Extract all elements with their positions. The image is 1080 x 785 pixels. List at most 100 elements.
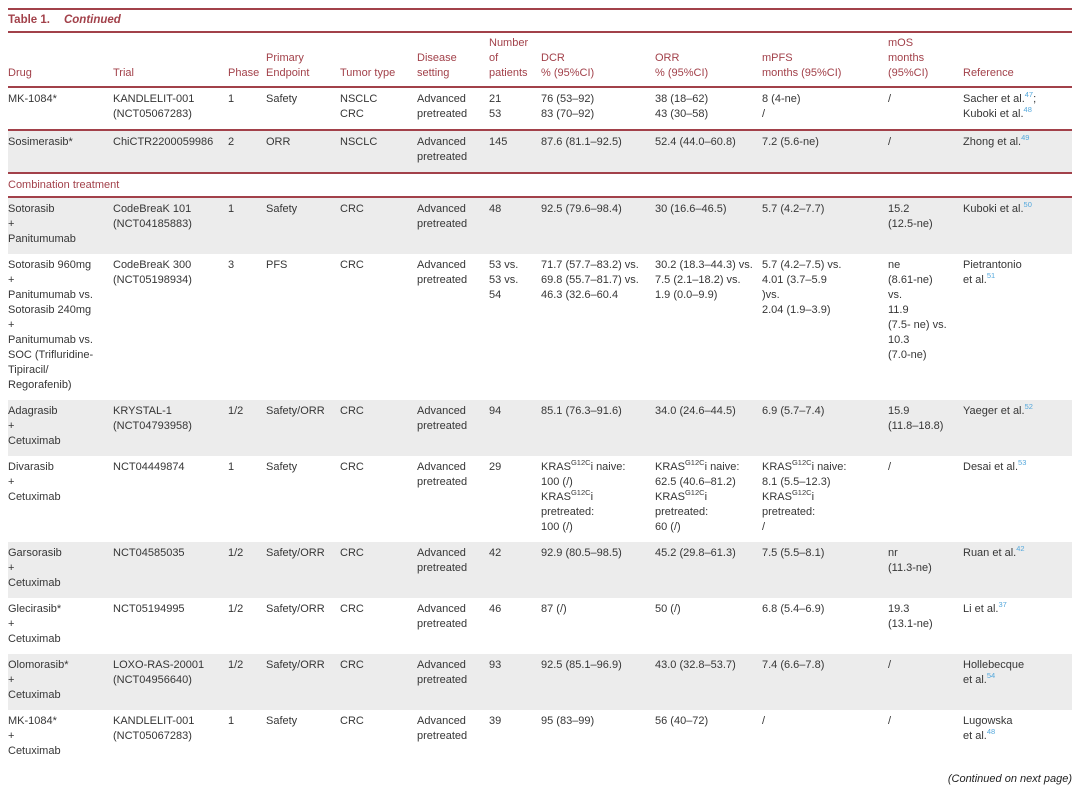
table-row: Adagrasib + Cetuximab KRYSTAL-1 (NCT04793958… <box>8 400 1072 456</box>
cell-ref: Zhong et al.49 <box>963 130 1072 174</box>
cell-mos: 15.9 (11.8–18.8) <box>888 405 944 432</box>
column-header-orr: ORR% (95%CI) <box>655 33 762 88</box>
cell-mpfs: 7.4 (6.6–7.8) <box>762 659 825 671</box>
cell-trial: KANDLELIT-001 (NCT05067283) <box>113 715 195 742</box>
cell-ref: Kuboki et al.50 <box>963 199 1032 215</box>
cell-trial: LOXO-RAS-20001 (NCT04956640) <box>113 659 205 686</box>
column-header-mpfs: mPFS months (95%CI) <box>762 33 888 88</box>
table-row: Olomorasib* + Cetuximab LOXO-RAS-20001 (NCT0… <box>8 654 1072 710</box>
cell-mos: 15.2 (12.5-ne) <box>888 203 933 230</box>
cell-endpoint: PFS <box>266 259 288 271</box>
table-row: Garsorasib + Cetuximab NCT04585035 1/2 Safety… <box>8 542 1072 598</box>
cell-tumor: CRC <box>340 715 364 727</box>
cell-endpoint: Safety/ORR <box>266 547 325 559</box>
cell-phase: 1 <box>228 461 235 473</box>
cell-orr: 43.0 (32.8–53.7) <box>655 659 736 671</box>
cell-drug: MK-1084* + Cetuximab <box>8 715 61 757</box>
cell-patients: 42 <box>489 547 502 559</box>
cell-patients: 46 <box>489 603 502 615</box>
cell-phase: 1 <box>228 715 235 727</box>
cell-mpfs: 8 (4-ne) / <box>762 87 888 131</box>
cell-trial: KANDLELIT-001 (NCT05067283) <box>113 87 228 131</box>
table-row: Sosimerasib* ChiCTR2200059986 2 ORR NSCLC Adv… <box>8 130 1072 174</box>
cell-dcr: 87.6 (81.1–92.5) <box>541 130 655 174</box>
cell-endpoint: Safety <box>266 87 340 131</box>
cell-drug: Garsorasib + Cetuximab <box>8 547 62 589</box>
cell-mos: / <box>888 715 892 727</box>
cell-disease: Advanced pretreated <box>417 405 468 432</box>
cell-disease: Advanced pretreated <box>417 461 468 488</box>
column-header-patients: Number of patients <box>489 33 541 88</box>
cell-tumor: CRC <box>340 203 364 215</box>
cell-ref: Hollebecque et al.54 <box>963 659 1025 686</box>
column-header-mos: mOS months (95%CI) <box>888 33 963 88</box>
cell-dcr: 95 (83–99) <box>541 715 595 727</box>
cell-dcr: KRASG12Ci naive: 100 (/) KRASG12Ci pretreat… <box>541 457 626 533</box>
cell-dcr: 71.7 (57.7–83.2) vs. 69.8 (55.7–81.7) vs.… <box>541 259 639 301</box>
cell-phase: 1 <box>228 203 235 215</box>
cell-disease: Advanced pretreated <box>417 603 468 630</box>
cell-patients: 39 <box>489 715 502 727</box>
cell-dcr: 92.9 (80.5–98.5) <box>541 547 622 559</box>
cell-orr: 38 (18–62) 43 (30–58) <box>655 87 762 131</box>
section-header-label: Combination treatment <box>8 173 1072 198</box>
cell-mpfs: 7.2 (5.6-ne) <box>762 130 888 174</box>
cell-phase: 1/2 <box>228 405 244 417</box>
table-row: Glecirasib* + Cetuximab NCT05194995 1/2 Safet… <box>8 598 1072 654</box>
cell-disease: Advanced pretreated <box>417 715 468 742</box>
cell-drug: Sotorasib 960mg + Panitumumab vs. Sotorasib… <box>8 259 94 391</box>
table-row: Sotorasib 960mg + Panitumumab vs. Sotorasib… <box>8 254 1072 400</box>
cell-dcr: 92.5 (79.6–98.4) <box>541 203 622 215</box>
cell-dcr: 85.1 (76.3–91.6) <box>541 405 622 417</box>
table-row: Sotorasib + Panitumumab CodeBreaK 101 (NCT04… <box>8 197 1072 254</box>
cell-trial: CodeBreaK 101 (NCT04185883) <box>113 203 192 230</box>
cell-endpoint: Safety <box>266 203 298 215</box>
cell-orr: 52.4 (44.0–60.8) <box>655 130 762 174</box>
cell-drug: Sotorasib + Panitumumab <box>8 203 76 245</box>
cell-phase: 1/2 <box>228 547 244 559</box>
cell-endpoint: Safety <box>266 715 298 727</box>
cell-phase: 1/2 <box>228 603 244 615</box>
cell-trial: NCT04585035 <box>113 547 185 559</box>
cell-tumor: CRC <box>340 547 364 559</box>
cell-ref: Sacher et al.47; Kuboki et al.48 <box>963 87 1072 131</box>
cell-endpoint: Safety/ORR <box>266 603 325 615</box>
cell-mpfs: 6.8 (5.4–6.9) <box>762 603 825 615</box>
column-header-dcr: DCR% (95%CI) <box>541 33 655 88</box>
cell-orr: KRASG12Ci naive: 62.5 (40.6–81.2) KRASG12C… <box>655 457 740 533</box>
column-header-drug: Drug <box>8 33 113 88</box>
cell-drug: Olomorasib* + Cetuximab <box>8 659 69 701</box>
cell-endpoint: Safety/ORR <box>266 405 325 417</box>
cell-disease: Advanced pretreated <box>417 203 468 230</box>
cell-dcr: 87 (/) <box>541 603 567 615</box>
cell-ref: Lugowska et al.48 <box>963 715 1013 742</box>
cell-mos: / <box>888 461 892 473</box>
cell-orr: 50 (/) <box>655 603 681 615</box>
table-row: MK-1084* + Cetuximab KANDLELIT-001 (NCT05067… <box>8 710 1072 766</box>
cell-tumor: CRC <box>340 659 364 671</box>
cell-disease: Advanced pretreated <box>417 659 468 686</box>
cell-endpoint: Safety <box>266 461 298 473</box>
cell-patients: 53 vs. 53 vs. 54 <box>489 259 519 301</box>
cell-drug: Glecirasib* + Cetuximab <box>8 603 62 645</box>
cell-mpfs: 7.5 (5.5–8.1) <box>762 547 825 559</box>
cell-drug: Divarasib + Cetuximab <box>8 461 61 503</box>
cell-tumor: CRC <box>340 461 364 473</box>
cell-trial: NCT05194995 <box>113 603 185 615</box>
cell-patients: 93 <box>489 659 502 671</box>
cell-phase: 1/2 <box>228 659 244 671</box>
cell-ref: Li et al.37 <box>963 599 1007 615</box>
cell-trial: ChiCTR2200059986 <box>113 130 228 174</box>
cell-trial: CodeBreaK 300 (NCT05198934) <box>113 259 192 286</box>
cell-mos: 19.3 (13.1-ne) <box>888 603 933 630</box>
column-header-trial: Trial <box>113 33 228 88</box>
table-title-continued: Continued <box>63 14 121 26</box>
cell-disease: Advanced pretreated <box>417 87 489 131</box>
cell-dcr: 92.5 (85.1–96.9) <box>541 659 622 671</box>
cell-ref: Yaeger et al.52 <box>963 401 1033 417</box>
cell-tumor: CRC <box>340 603 364 615</box>
cell-orr: 45.2 (29.8–61.3) <box>655 547 736 559</box>
cell-patients: 94 <box>489 405 502 417</box>
cell-patients: 48 <box>489 203 502 215</box>
